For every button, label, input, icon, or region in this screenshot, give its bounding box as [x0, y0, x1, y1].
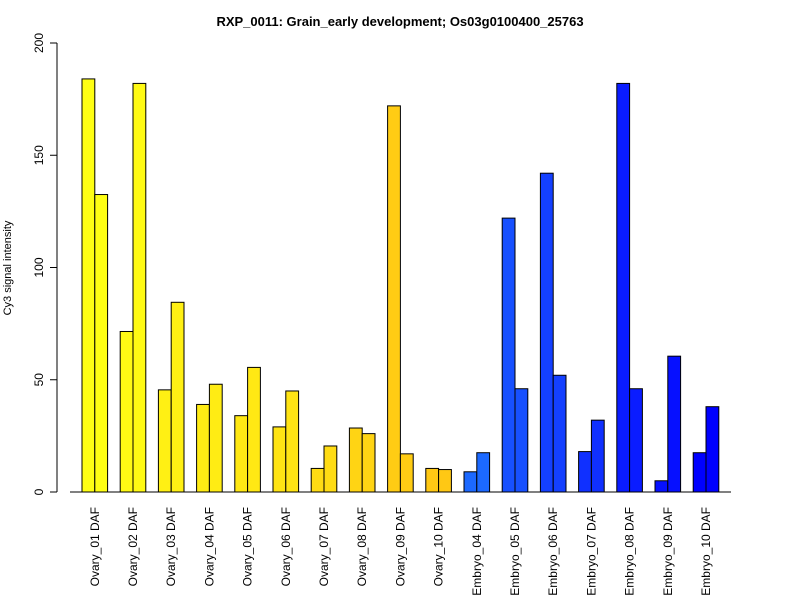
bar [285, 390, 300, 493]
x-tick-label: Ovary_03 DAF [164, 507, 178, 586]
bar [234, 415, 249, 493]
bar [590, 419, 605, 493]
x-tick-label: Ovary_05 DAF [241, 507, 255, 586]
chart-title: RXP_0011: Grain_early development; Os03g… [216, 14, 583, 29]
bar [208, 383, 223, 493]
plot-area: 0 50 100 150 200 Ovary_01 DAF Ovary_02 DAF Ovar… [32, 33, 731, 596]
y-tick-label: 100 [32, 257, 46, 277]
x-tick-label: Ovary_06 DAF [279, 507, 293, 586]
bar [94, 194, 109, 493]
bar [629, 388, 643, 493]
bar [501, 217, 516, 493]
x-tick-label: Ovary_08 DAF [355, 507, 369, 586]
y-tick-label: 150 [32, 145, 46, 165]
bar [667, 355, 682, 493]
x-tick-label: Ovary_02 DAF [126, 507, 140, 586]
x-tick-label: Embryo_04 DAF [470, 507, 484, 596]
bar [399, 453, 414, 493]
bar [132, 82, 147, 493]
y-tick-label: 200 [32, 33, 46, 53]
bar [705, 406, 720, 493]
x-tick-label: Ovary_04 DAF [202, 507, 216, 586]
bar [361, 433, 376, 493]
bar [247, 366, 261, 493]
x-tick-label: Embryo_09 DAF [661, 507, 675, 596]
bar [616, 82, 631, 493]
bar [539, 172, 554, 493]
bar [514, 388, 529, 493]
x-tick-label: Embryo_07 DAF [584, 507, 598, 596]
bar [476, 452, 491, 493]
bar [387, 105, 401, 493]
bar [310, 467, 325, 493]
x-tick-label: Ovary_01 DAF [88, 507, 102, 586]
bar [157, 389, 172, 493]
bar [170, 301, 185, 493]
bar [119, 330, 134, 493]
bar [323, 445, 338, 493]
x-tick-label: Embryo_05 DAF [508, 507, 522, 596]
x-tick-label: Ovary_09 DAF [393, 507, 407, 586]
bar [578, 451, 592, 493]
bar [463, 471, 478, 493]
x-tick-label: Embryo_08 DAF [623, 507, 637, 596]
bar [552, 374, 567, 493]
x-tick-label: Embryo_10 DAF [699, 507, 713, 596]
bar [425, 467, 440, 493]
bar [272, 426, 287, 493]
bar [81, 78, 96, 493]
x-tick-label: Embryo_06 DAF [546, 507, 560, 596]
bar [438, 469, 452, 493]
y-tick-label: 50 [32, 373, 46, 387]
y-tick-label: 0 [32, 488, 46, 495]
y-axis-label: Cy3 signal intensity [2, 220, 14, 315]
x-tick-label: Ovary_10 DAF [432, 507, 446, 586]
bar [196, 403, 210, 493]
x-tick-label: Ovary_07 DAF [317, 507, 331, 586]
bar [654, 480, 669, 493]
bar [692, 452, 707, 493]
bar [348, 427, 363, 493]
